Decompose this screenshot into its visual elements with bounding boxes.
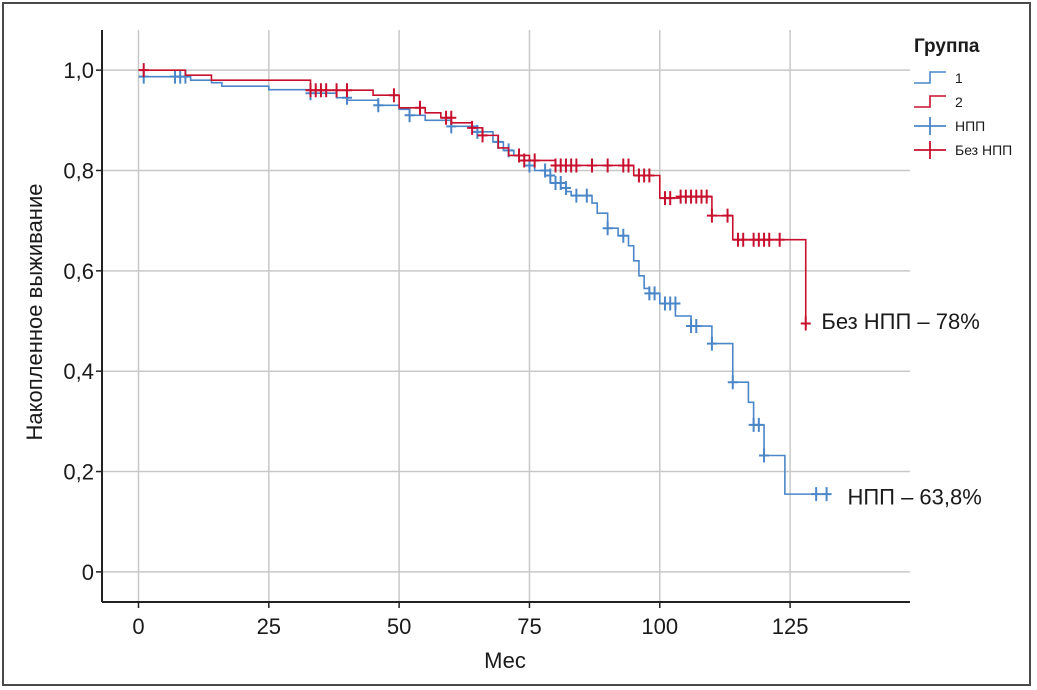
censor-mark-npp (618, 228, 629, 243)
censor-mark-npp (560, 181, 571, 196)
censor-mark-no_npp (529, 153, 540, 168)
censor-mark-no_npp (331, 83, 342, 98)
x-tick-label: 100 (641, 614, 678, 639)
censor-mark-npp (691, 319, 702, 334)
censor-mark-npp (373, 98, 384, 113)
series-no_npp: Без НПП – 78% (138, 63, 980, 334)
censor-mark-npp (545, 168, 556, 183)
censor-mark-npp (602, 221, 613, 236)
legend-label: НПП (955, 118, 985, 134)
y-tick-label: 0,4 (63, 359, 94, 384)
grid-layer (102, 30, 910, 602)
censor-mark-npp (821, 487, 832, 502)
censor-mark-no_npp (467, 120, 478, 135)
x-tick-label: 125 (772, 614, 809, 639)
legend-swatch-line (914, 71, 946, 84)
y-axis-title: Накопленное выживание (22, 184, 47, 441)
censor-mark-npp (759, 448, 770, 463)
censor-mark-no_npp (706, 208, 717, 223)
y-tick-label: 0,2 (63, 460, 94, 485)
censor-mark-npp (706, 336, 717, 351)
series-npp: НПП – 63,8% (138, 69, 982, 510)
y-tick-label: 0,6 (63, 259, 94, 284)
censor-mark-npp (727, 375, 738, 390)
legend-swatch-line (914, 95, 946, 108)
legend-title: Группа (914, 36, 980, 57)
axes-layer: 0 25 50 75 100 125 0 0,2 0,4 0,6 0,8 1,0 (63, 30, 910, 639)
legend-label: 2 (955, 94, 963, 110)
censor-mark-no_npp (800, 316, 811, 331)
censor-mark-no_npp (138, 63, 149, 78)
censor-mark-npp (581, 188, 592, 203)
censor-mark-no_npp (414, 100, 425, 115)
censor-mark-no_npp (665, 191, 676, 206)
legend-label: 1 (955, 70, 963, 86)
censor-mark-npp (753, 417, 764, 432)
x-tick-label: 75 (517, 614, 541, 639)
censor-mark-no_npp (701, 189, 712, 204)
censor-mark-npp (811, 487, 822, 502)
censor-mark-no_npp (738, 232, 749, 247)
censor-mark-no_npp (644, 168, 655, 183)
legend-label: Без НПП (955, 142, 1012, 158)
y-tick-label: 0,8 (63, 158, 94, 183)
censor-mark-no_npp (342, 83, 353, 98)
censor-mark-no_npp (388, 88, 399, 103)
censor-mark-no_npp (623, 158, 634, 173)
censor-mark-npp (670, 296, 681, 311)
x-tick-label: 25 (257, 614, 281, 639)
annotation-no_npp: Без НПП – 78% (821, 309, 979, 334)
censor-mark-no_npp (571, 158, 582, 173)
censor-mark-npp (404, 108, 415, 123)
censor-mark-npp (555, 176, 566, 191)
legend: Группа 1 2 НПП Без НПП (914, 36, 1012, 159)
censor-mark-npp (649, 286, 660, 301)
censor-mark-no_npp (602, 158, 613, 173)
censor-mark-no_npp (774, 232, 785, 247)
censor-mark-no_npp (477, 128, 488, 143)
y-tick-label: 0 (82, 560, 94, 585)
censor-mark-npp (571, 188, 582, 203)
censor-mark-no_npp (519, 153, 530, 168)
censor-mark-npp (540, 163, 551, 178)
censor-mark-no_npp (514, 148, 525, 163)
x-tick-label: 0 (132, 614, 144, 639)
x-axis-title: Мес (484, 648, 526, 673)
censor-mark-no_npp (321, 83, 332, 98)
annotation-npp: НПП – 63,8% (847, 485, 981, 510)
censor-mark-no_npp (446, 110, 457, 125)
legend-swatch-censor (914, 141, 946, 159)
censor-mark-no_npp (722, 208, 733, 223)
legend-swatch-censor (914, 117, 946, 135)
y-tick-label: 1,0 (63, 58, 94, 83)
censor-mark-no_npp (764, 232, 775, 247)
x-tick-label: 50 (387, 614, 411, 639)
censor-mark-no_npp (587, 158, 598, 173)
series-layer: НПП – 63,8% Без НПП – 78% (138, 63, 982, 510)
